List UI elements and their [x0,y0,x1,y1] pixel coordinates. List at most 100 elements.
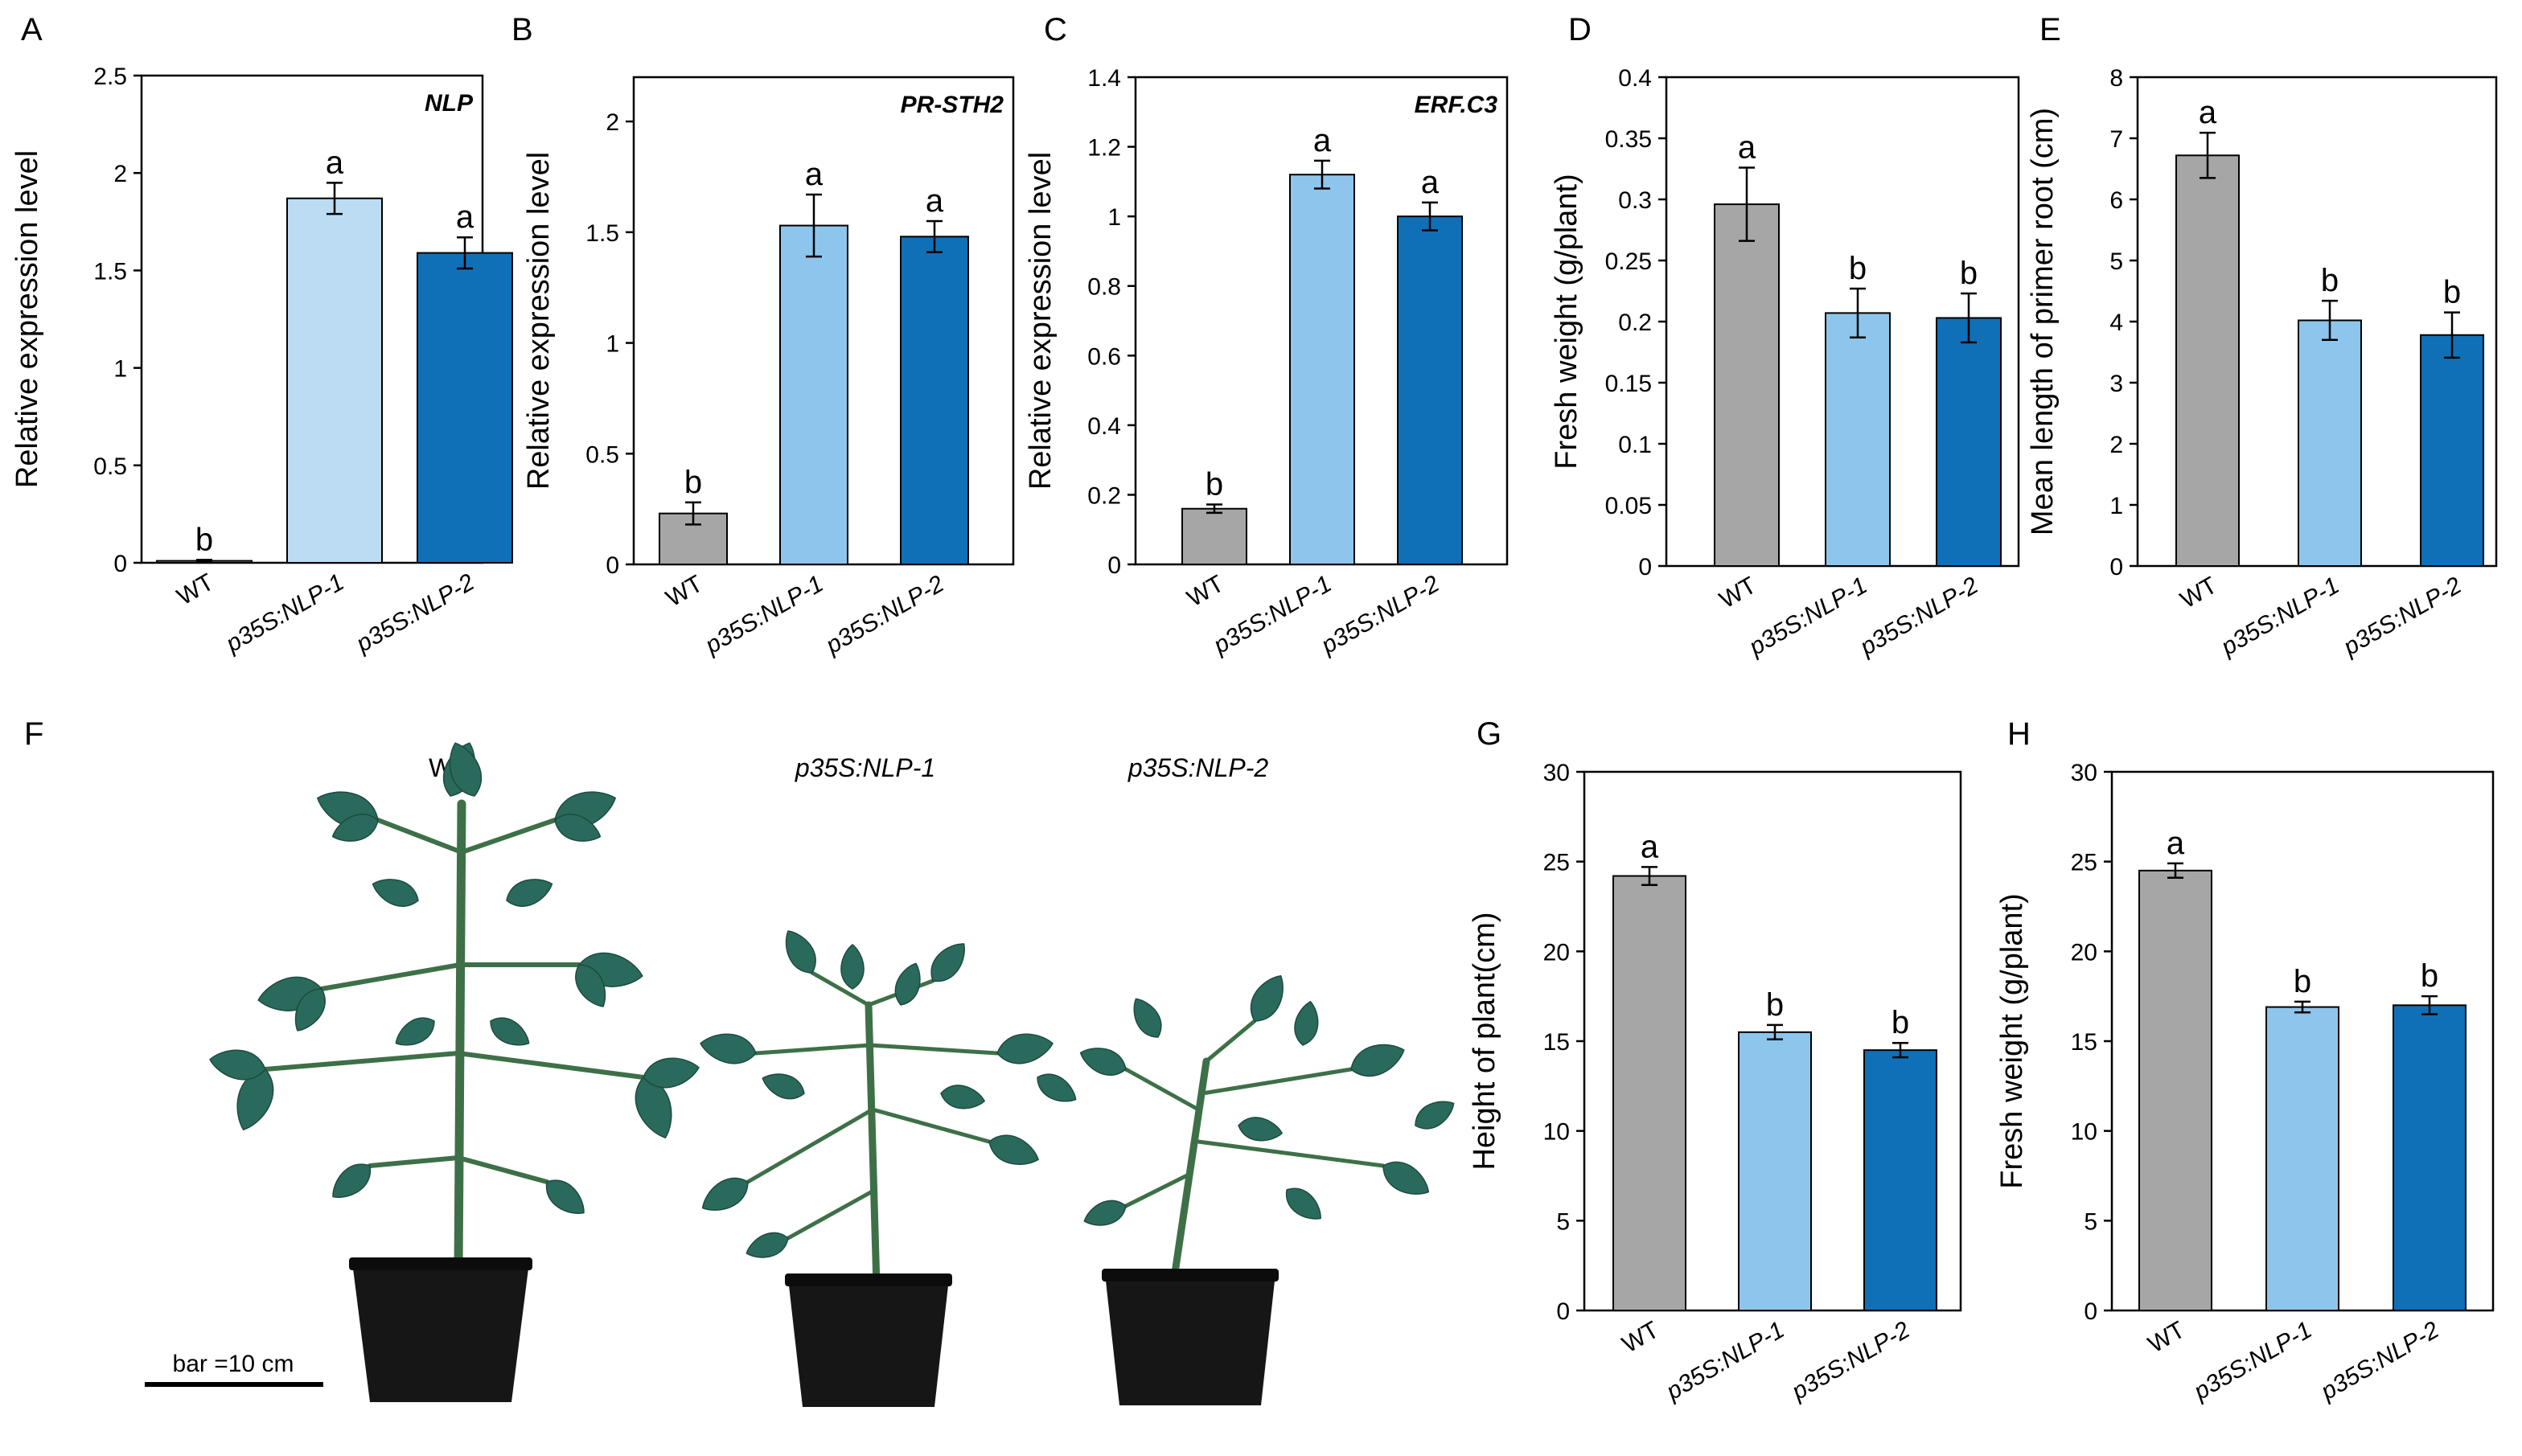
leaf-wt-1 [449,742,483,797]
chart-c: 0 0.2 0.4 0.6 0.8 1 1.2 1.4 Relative expression … [1024,65,1509,659]
y-tick-label-c: 1.2 [1087,135,1121,162]
y-tick-label-d: 0.4 [1618,65,1652,92]
leaf-nlp1-11 [1037,1073,1077,1102]
stem-nlp2-main [1170,1057,1210,1282]
x-category-label-a-3: p35S:NLP-2 [351,568,479,658]
leaf-wt-18 [395,1017,435,1046]
x-category-label-e-1: WT [2176,572,2222,613]
y-tick-label-b: 1 [606,331,619,358]
significance-letter-b-2: a [805,157,824,192]
bar-e-2 [2298,319,2362,567]
y-tick-label-d: 0.25 [1605,248,1652,275]
bar-c-1 [1181,507,1247,565]
bar-a-2 [286,197,383,564]
y-tick-label-b: 0.5 [585,441,619,468]
significance-letter-a-1: b [195,522,213,557]
leaf-nlp2-4 [1083,1200,1127,1226]
pot-nlp2 [1105,1273,1275,1405]
x-category-label-b-3: p35S:NLP-2 [821,570,949,659]
leaf-nlp1-1 [930,943,965,982]
panel-letter-a: A [21,12,43,47]
branch-nlp2-4 [1123,1171,1193,1208]
leaf-wt-14 [332,1163,372,1198]
branch-wt-7 [456,1155,549,1184]
y-tick-label-h: 10 [2071,1119,2097,1146]
leaf-nlp2-2 [1250,974,1284,1022]
significance-letter-c-3: a [1421,165,1440,200]
bar-g-2 [1738,1031,1812,1312]
significance-letter-c-2: a [1313,123,1332,158]
y-tick-label-a: 1 [113,356,127,383]
y-tick-label-e: 0 [2109,554,2123,580]
x-category-label-a-2: p35S:NLP-1 [221,568,349,658]
significance-letter-h-1: a [2167,826,2185,861]
y-tick-label-e: 2 [2109,432,2123,458]
y-tick-label-a: 0 [113,551,127,577]
significance-letter-h-2: b [2294,964,2311,999]
y-tick-label-b: 2 [606,109,619,136]
leaf-wt-5 [554,814,602,842]
significance-letter-e-2: b [2321,263,2339,298]
y-tick-label-e: 5 [2109,248,2123,275]
chart-a: 0 0.5 1 1.5 2 2.5 Relative expression level NLP… [10,64,513,658]
leaf-wt-11 [209,1049,266,1081]
bar-b-2 [779,224,848,565]
branch-nlp2-2 [1204,1019,1257,1064]
bar-h-2 [2265,1006,2339,1311]
leaf-wt-19 [490,1017,530,1046]
plant-illustrations [209,742,1455,1407]
leaf-wt-9 [575,964,606,1007]
branch-nlp1-6 [786,1187,877,1241]
y-tick-label-h: 25 [2071,850,2097,876]
gene-label-b: PR-STH2 [901,92,1004,118]
leaf-nlp1-5 [988,1134,1039,1165]
y-tick-label-h: 30 [2071,760,2097,786]
y-tick-label-h: 0 [2084,1298,2097,1325]
bar-e-3 [2420,334,2484,567]
significance-letter-g-1: a [1641,829,1659,864]
significance-letter-a-3: a [456,199,474,235]
x-category-label-d-1: WT [1715,572,1761,613]
significance-letter-d-2: b [1849,251,1867,286]
leaf-wt-15 [545,1179,585,1214]
x-category-label-b-2: p35S:NLP-1 [700,570,828,659]
y-tick-label-c: 1 [1107,204,1121,231]
y-axis-label-e: Mean length of primer root (cm) [2026,108,2060,535]
leaf-wt-10 [236,1068,274,1131]
x-category-label-c-3: p35S:NLP-2 [1316,570,1444,659]
y-tick-label-b: 1.5 [585,220,619,247]
branch-wt-0 [376,818,464,855]
bar-e-1 [2175,154,2240,567]
leaf-nlp2-5 [1294,1000,1319,1046]
panel-letter-d: D [1568,12,1592,47]
gene-label-c: ERF.C3 [1415,92,1498,118]
panel-letter-h: H [2007,716,2031,752]
pot-nlp1-rim [785,1273,952,1286]
y-axis-label-a: Relative expression level [10,150,44,488]
bar-d-2 [1825,312,1891,567]
bar-a-3 [417,252,513,564]
leaf-nlp1-2 [700,1033,757,1064]
leaf-wt-17 [506,879,553,907]
significance-letter-e-3: b [2443,275,2461,310]
y-tick-label-a: 1.5 [93,258,127,285]
y-tick-label-c: 0.4 [1087,413,1121,440]
x-category-label-g-2: p35S:NLP-1 [1661,1316,1789,1405]
branch-nlp1-3 [870,1107,992,1144]
panel-letter-e: E [2039,12,2061,47]
y-tick-label-a: 2.5 [93,64,127,90]
y-tick-label-c: 0.8 [1087,274,1121,301]
leaf-nlp1-6 [746,1232,789,1258]
x-category-label-g-3: p35S:NLP-2 [1787,1316,1915,1405]
y-tick-label-e: 1 [2109,493,2123,519]
x-category-label-d-3: p35S:NLP-2 [1855,572,1983,661]
y-tick-label-d: 0.35 [1605,126,1652,153]
plant-nlp2 [1079,974,1455,1405]
plant-wt [209,742,700,1402]
y-tick-label-b: 0 [606,552,619,579]
leaf-wt-13 [643,1057,700,1089]
bar-c-3 [1397,215,1463,565]
chart-b: 0 0.5 1 1.5 2 Relative expression level PR-STH… [522,76,1015,659]
bar-h-1 [2138,869,2212,1312]
y-tick-label-g: 15 [1543,1029,1570,1056]
